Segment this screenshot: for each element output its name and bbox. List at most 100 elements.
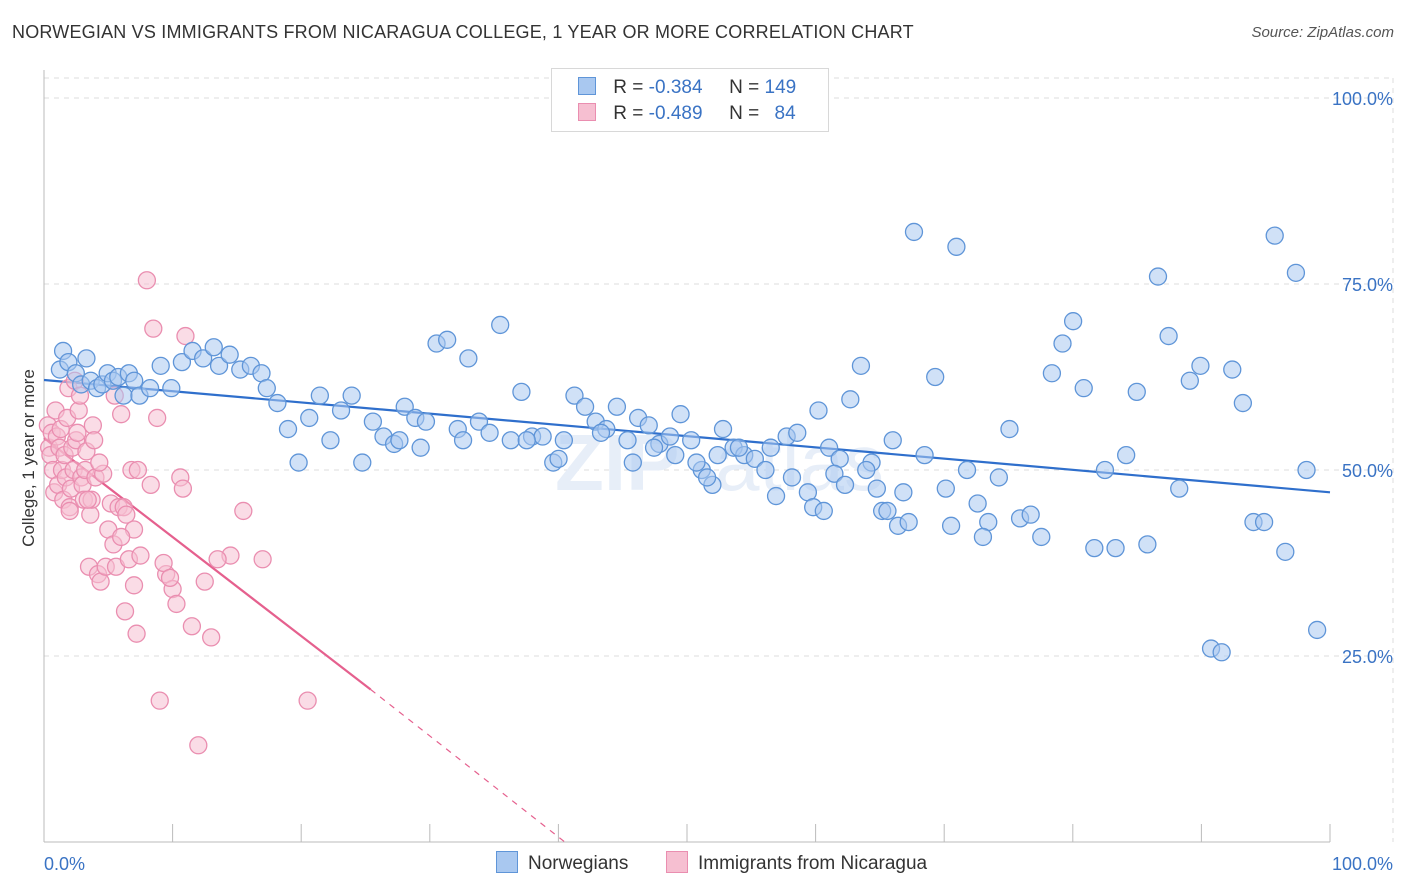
nicaragua-point — [189, 736, 208, 755]
norwegians-point — [491, 315, 510, 335]
norwegians-point — [894, 483, 913, 502]
norwegians-point — [554, 431, 574, 450]
stats-row-nicaragua: R = -0.489 N = 84 — [578, 103, 796, 125]
norwegians-point — [915, 445, 934, 465]
norwegians-point — [745, 449, 764, 468]
nicaragua-point — [117, 505, 136, 524]
norwegians-point — [114, 386, 133, 405]
nicaragua-point — [112, 405, 131, 424]
norwegians-point — [660, 427, 680, 446]
nicaragua-point — [298, 691, 317, 710]
norwegians-point — [1223, 360, 1242, 379]
norwegians-point — [1138, 535, 1157, 554]
norwegians-point — [193, 349, 213, 368]
grid-lines — [44, 77, 1394, 842]
norwegians-point — [1032, 527, 1051, 547]
norwegians-point — [1127, 382, 1146, 402]
nicaragua-point — [148, 408, 167, 428]
norwegians-point — [512, 382, 531, 402]
norwegians-point — [851, 356, 871, 375]
norwegians-point — [782, 468, 802, 487]
norwegians-point — [926, 367, 945, 387]
r-label: R = — [613, 103, 644, 124]
norwegians-point — [729, 438, 749, 457]
norwegians-point — [687, 453, 706, 472]
norwegians-point — [973, 527, 993, 547]
norwegians-point — [1233, 393, 1253, 413]
nicaragua-point — [150, 691, 169, 710]
norwegians-point — [162, 379, 181, 398]
svg-text:ZIP: ZIP — [555, 418, 679, 507]
nicaragua-point — [127, 624, 146, 643]
r-label: R = — [613, 77, 644, 98]
norwegians-point — [1307, 620, 1327, 640]
norwegians-point — [766, 486, 786, 506]
norwegians-point — [438, 330, 457, 349]
y-axis-label: College, 1 year or more — [19, 369, 38, 547]
norwegians-point — [1159, 326, 1178, 346]
norwegians-point — [1191, 356, 1210, 375]
source-label: Source: ZipAtlas.com — [1251, 24, 1394, 41]
norwegians-point — [453, 431, 473, 450]
norwegians-point — [1042, 364, 1062, 383]
norwegians-point — [857, 460, 876, 480]
stats-legend: R = -0.384 N = 149 R = -0.489 N = 84 — [551, 68, 829, 132]
n-value: 84 — [774, 103, 796, 124]
n-value: 149 — [764, 77, 797, 98]
norwegians-points — [50, 222, 1327, 662]
norwegians-point — [841, 390, 860, 409]
norwegians-point — [411, 438, 430, 457]
y-tick-label: 75.0% — [1342, 275, 1393, 295]
norwegians-point — [618, 431, 637, 450]
nicaragua-point — [115, 602, 135, 621]
norwegians-point — [1063, 312, 1083, 331]
norwegians-point — [289, 453, 308, 472]
norwegians-point — [1180, 371, 1199, 390]
norwegians-point — [300, 408, 319, 428]
nicaragua-point — [124, 576, 144, 595]
nicaragua-point — [195, 572, 214, 591]
nicaragua-point — [182, 617, 202, 636]
norwegians-point — [756, 460, 775, 480]
r-value: -0.384 — [648, 77, 703, 98]
nicaragua-point — [202, 628, 221, 647]
norwegians-point — [1276, 542, 1295, 561]
x-tick-label-min: 0.0% — [44, 854, 85, 874]
y-tick-label: 50.0% — [1342, 461, 1393, 481]
norwegians-point — [957, 460, 977, 480]
y-tick-label: 100.0% — [1332, 89, 1393, 109]
norwegians-point — [517, 431, 536, 450]
norwegians-legend-swatch — [496, 851, 518, 873]
norwegians-point — [878, 501, 897, 521]
norwegians-point — [708, 445, 727, 465]
norwegians-point — [172, 352, 192, 372]
legend-item-nicaragua[interactable]: Immigrants from Nicaragua — [666, 851, 927, 875]
nicaragua-point — [131, 546, 150, 565]
norwegians-point — [342, 386, 361, 405]
norwegians-point — [353, 453, 372, 472]
norwegians-point — [480, 423, 499, 442]
trend-lines — [43, 378, 1331, 843]
nicaragua-point — [208, 550, 227, 569]
norwegians-point — [501, 431, 520, 450]
norwegians-point — [549, 449, 568, 468]
nicaragua-point — [141, 475, 160, 495]
nicaragua-point — [85, 431, 104, 450]
nicaragua-point — [137, 271, 157, 290]
norwegians-point — [1117, 445, 1136, 465]
norwegians-point — [1106, 538, 1125, 558]
stats-row-norwegians: R = -0.384 N = 149 — [578, 77, 796, 99]
norwegians-point — [623, 453, 642, 472]
norwegians-point — [140, 379, 160, 398]
norwegians-point — [825, 464, 844, 483]
norwegians-point — [1148, 267, 1168, 286]
norwegians-point — [591, 423, 611, 442]
norwegians-point — [268, 393, 287, 413]
norwegians-point — [77, 349, 96, 368]
nicaragua-point — [173, 479, 193, 498]
norwegians-point — [1265, 226, 1284, 245]
norwegians-point — [1212, 643, 1231, 662]
legend-item-norwegians[interactable]: Norwegians — [496, 851, 628, 875]
norwegians-point — [204, 338, 223, 357]
norwegians-point — [469, 412, 489, 431]
